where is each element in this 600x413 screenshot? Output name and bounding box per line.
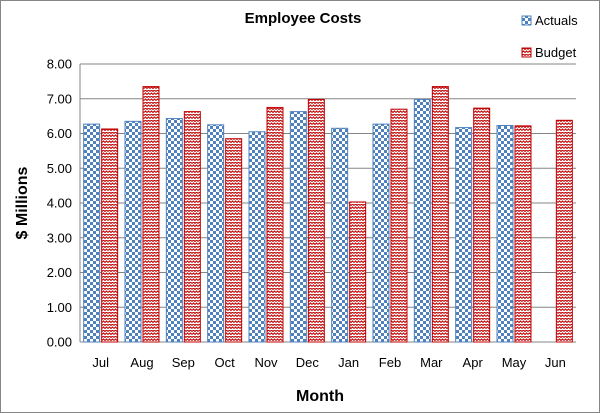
- x-tick-label: Jun: [545, 355, 566, 370]
- legend-swatch-actuals: [521, 15, 532, 26]
- x-tick-label: Mar: [420, 355, 443, 370]
- bar-budget-jan: [349, 201, 367, 343]
- bar-budget-feb: [390, 108, 408, 343]
- bar-budget-jun: [555, 119, 573, 343]
- bar-budget-oct: [225, 138, 243, 343]
- y-tick-label: 4.00: [47, 196, 72, 211]
- y-tick-label: 1.00: [47, 300, 72, 315]
- gridlines: [79, 63, 576, 343]
- x-tick-label: May: [502, 355, 527, 370]
- bar-actuals-dec: [289, 111, 307, 343]
- x-tick-label: Jul: [92, 355, 109, 370]
- y-tick-label: 2.00: [47, 265, 72, 280]
- x-tick-label: Apr: [463, 355, 484, 370]
- x-tick-label: Oct: [215, 355, 236, 370]
- x-tick-label: Aug: [130, 355, 153, 370]
- bar-actuals-jan: [331, 127, 349, 343]
- bar-budget-dec: [307, 98, 325, 343]
- bar-actuals-oct: [207, 124, 225, 343]
- bar-actuals-may: [496, 125, 514, 343]
- x-tick-labels: Jul Aug Sep Oct Nov Dec Jan Feb Mar Apr May Jun: [92, 355, 565, 370]
- bar-actuals-sep: [165, 118, 183, 343]
- bar-budget-jul: [101, 128, 119, 343]
- y-axis-title: $ Millions: [14, 166, 31, 239]
- x-axis-title: Month: [296, 388, 344, 405]
- legend-label-budget: Budget: [535, 45, 577, 60]
- bar-budget-nov: [266, 106, 284, 343]
- y-tick-label: 6.00: [47, 126, 72, 141]
- x-tick-label: Jan: [338, 355, 359, 370]
- y-tick-label: 5.00: [47, 161, 72, 176]
- y-tick-label: 7.00: [47, 91, 72, 106]
- x-tick-label: Sep: [172, 355, 195, 370]
- y-tick-label: 8.00: [47, 57, 72, 72]
- legend: Actuals Budget: [521, 13, 578, 60]
- legend-label-actuals: Actuals: [535, 13, 578, 28]
- y-tick-label: 0.00: [47, 335, 72, 350]
- bar-budget-aug: [142, 86, 160, 343]
- x-tick-label: Feb: [379, 355, 401, 370]
- bar-actuals-aug: [124, 120, 142, 343]
- y-tick-labels: 0.00 1.00 2.00 3.00 4.00 5.00 6.00 7.00 8.00: [47, 57, 72, 350]
- bar-budget-mar: [431, 86, 449, 343]
- bar-budget-apr: [473, 107, 491, 343]
- legend-swatch-budget: [521, 47, 532, 58]
- bar-budget-may: [514, 125, 532, 343]
- bar-actuals-jul: [83, 123, 101, 343]
- bar-budget-sep: [183, 111, 201, 343]
- x-tick-label: Dec: [296, 355, 320, 370]
- bar-actuals-apr: [455, 127, 473, 343]
- bar-actuals-mar: [413, 98, 431, 343]
- chart-title: Employee Costs: [245, 10, 362, 27]
- bar-actuals-nov: [248, 131, 266, 343]
- y-tick-label: 3.00: [47, 230, 72, 245]
- bar-actuals-feb: [372, 123, 390, 343]
- x-tick-label: Nov: [254, 355, 278, 370]
- bars: [83, 86, 573, 343]
